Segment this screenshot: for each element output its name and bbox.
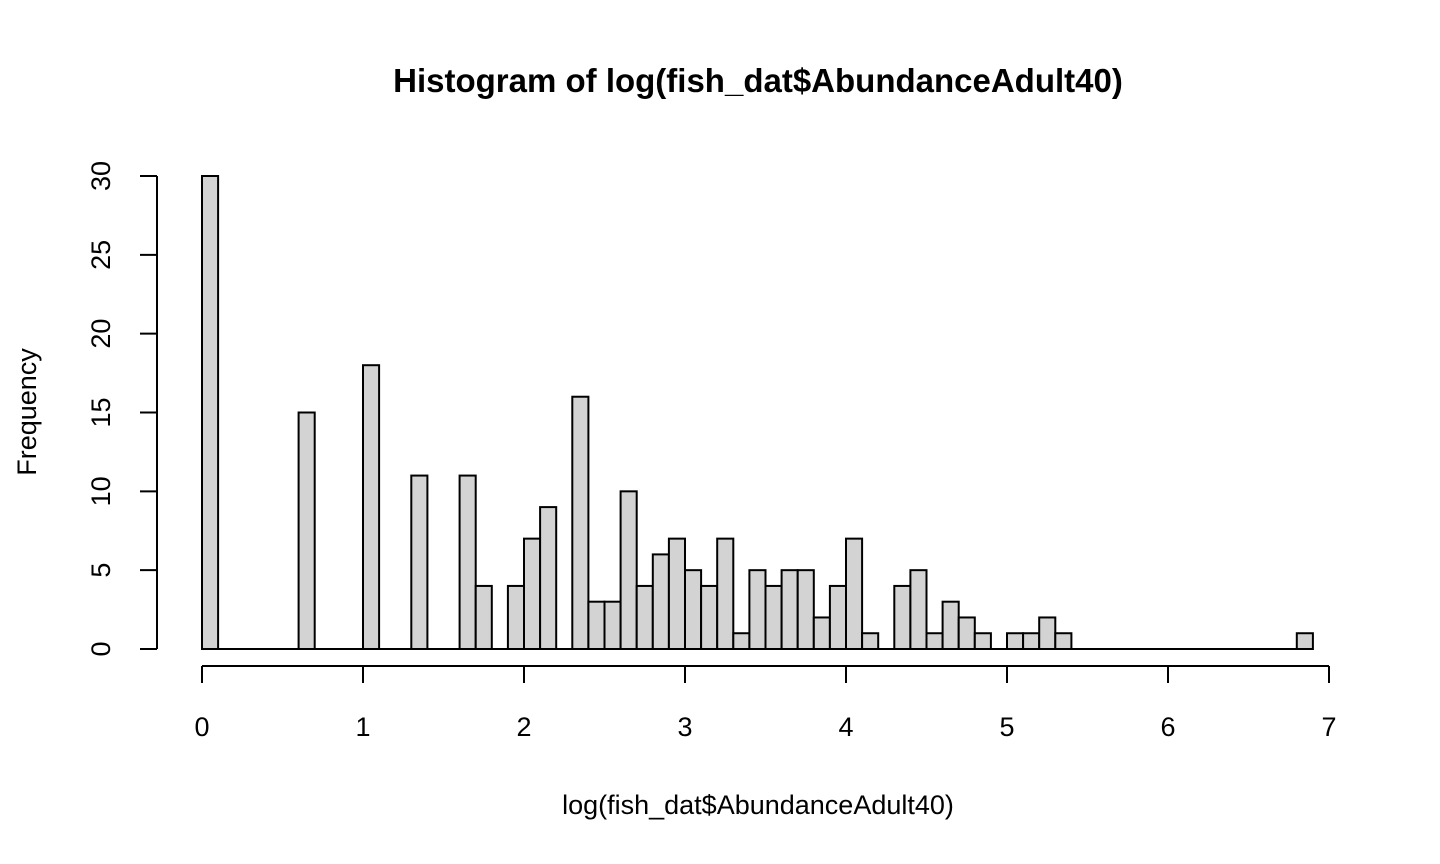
histogram-bar (1054, 632, 1073, 651)
x-tick-label: 0 (194, 712, 209, 742)
histogram-bar (909, 569, 928, 651)
y-tick-label: 30 (86, 161, 116, 191)
x-tick-label: 1 (355, 712, 370, 742)
histogram-bar (748, 569, 767, 651)
histogram-bar (619, 490, 638, 651)
histogram-bar (571, 395, 590, 650)
x-tick-label: 7 (1321, 712, 1336, 742)
y-axis: 0 5 10 15 20 25 30 (86, 161, 158, 657)
x-tick-label: 4 (838, 712, 853, 742)
histogram-bar (716, 537, 735, 651)
x-tick-label: 5 (999, 712, 1014, 742)
histogram-bar (957, 616, 976, 651)
histogram-bar (1006, 632, 1025, 651)
histogram-bar (732, 632, 751, 651)
histogram-bar (941, 600, 960, 651)
histogram-bar (635, 584, 654, 651)
histogram-bar (861, 632, 880, 651)
bars-group (201, 175, 1314, 651)
y-tick-label: 10 (86, 476, 116, 506)
histogram-bar (796, 569, 815, 651)
histogram-bar (362, 364, 381, 650)
y-tick-label: 25 (86, 240, 116, 270)
histogram-bar (523, 537, 542, 651)
histogram-bar (603, 600, 622, 651)
y-axis-label: Frequency (12, 348, 42, 476)
histogram-bar (474, 584, 493, 651)
x-axis-label: log(fish_dat$AbundanceAdult40) (562, 790, 954, 820)
histogram-bar (925, 632, 944, 651)
histogram-bar (1038, 616, 1057, 651)
histogram-bar (410, 474, 429, 651)
histogram-bar (828, 584, 848, 651)
histogram-bar (297, 411, 316, 650)
histogram-bar (780, 569, 799, 651)
x-tick-label: 3 (677, 712, 692, 742)
histogram-bar (506, 584, 525, 651)
histogram-bar (667, 537, 687, 651)
y-tick-label: 5 (86, 563, 116, 578)
histogram-bar (458, 474, 477, 651)
histogram-bar (587, 600, 606, 651)
x-axis: 0 1 2 3 4 5 6 7 (194, 665, 1337, 742)
histogram-bar (201, 175, 220, 650)
histogram-bar (539, 506, 558, 650)
x-tick-label: 2 (516, 712, 531, 742)
histogram-bar (764, 584, 783, 651)
histogram-bar (684, 569, 703, 651)
histogram-bar (893, 584, 912, 651)
histogram-bar (812, 616, 831, 651)
histogram-bar (1022, 632, 1041, 651)
x-tick-label: 6 (1160, 712, 1175, 742)
chart-title: Histogram of log(fish_dat$AbundanceAdult… (393, 62, 1123, 99)
y-tick-label: 0 (86, 641, 116, 656)
histogram-bar (700, 584, 719, 651)
y-tick-label: 15 (86, 397, 116, 427)
histogram-bar (973, 632, 992, 651)
histogram-bar (845, 537, 864, 651)
y-tick-label: 20 (86, 319, 116, 349)
histogram-bar (651, 553, 670, 651)
histogram-bar (1295, 632, 1314, 651)
